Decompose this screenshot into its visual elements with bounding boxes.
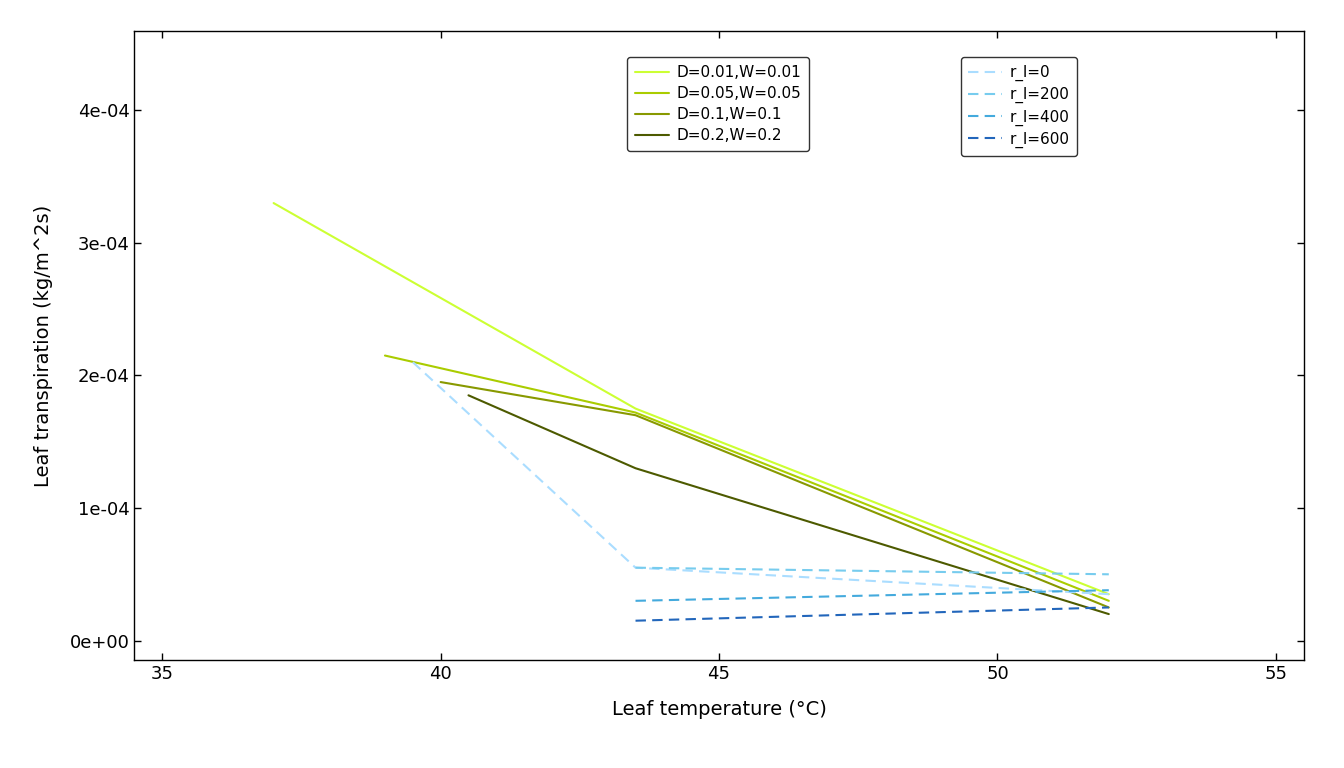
Line: r_l=400: r_l=400 bbox=[636, 591, 1109, 601]
D=0.01,W=0.01 bbox=[266, 198, 282, 207]
r_l=400 bbox=[628, 596, 644, 605]
r_l=200 bbox=[628, 563, 644, 572]
r_l=600 bbox=[628, 616, 644, 625]
r_l=400 bbox=[1101, 586, 1117, 595]
D=0.05,W=0.05 bbox=[1101, 596, 1117, 605]
Line: r_l=0: r_l=0 bbox=[413, 362, 1109, 594]
D=0.2,W=0.2 bbox=[628, 464, 644, 473]
D=0.01,W=0.01 bbox=[628, 404, 644, 413]
Line: r_l=200: r_l=200 bbox=[636, 568, 1109, 574]
D=0.1,W=0.1 bbox=[1101, 603, 1117, 612]
r_l=0 bbox=[628, 563, 644, 572]
X-axis label: Leaf temperature (°C): Leaf temperature (°C) bbox=[612, 700, 827, 719]
Line: D=0.1,W=0.1: D=0.1,W=0.1 bbox=[441, 382, 1109, 607]
r_l=200 bbox=[1101, 570, 1117, 579]
r_l=600 bbox=[1101, 603, 1117, 612]
r_l=0 bbox=[405, 358, 421, 367]
D=0.2,W=0.2 bbox=[1101, 610, 1117, 619]
D=0.05,W=0.05 bbox=[376, 351, 392, 360]
Line: D=0.01,W=0.01: D=0.01,W=0.01 bbox=[274, 203, 1109, 594]
Line: r_l=600: r_l=600 bbox=[636, 607, 1109, 621]
D=0.1,W=0.1 bbox=[433, 377, 449, 386]
Line: D=0.05,W=0.05: D=0.05,W=0.05 bbox=[384, 356, 1109, 601]
r_l=0 bbox=[1101, 590, 1117, 599]
D=0.1,W=0.1 bbox=[628, 411, 644, 420]
Legend: r_l=0, r_l=200, r_l=400, r_l=600: r_l=0, r_l=200, r_l=400, r_l=600 bbox=[961, 58, 1077, 156]
D=0.01,W=0.01 bbox=[1101, 590, 1117, 599]
D=0.05,W=0.05 bbox=[628, 408, 644, 417]
Line: D=0.2,W=0.2: D=0.2,W=0.2 bbox=[469, 396, 1109, 614]
Y-axis label: Leaf transpiration (kg/m^2s): Leaf transpiration (kg/m^2s) bbox=[34, 204, 52, 487]
D=0.2,W=0.2 bbox=[461, 391, 477, 400]
